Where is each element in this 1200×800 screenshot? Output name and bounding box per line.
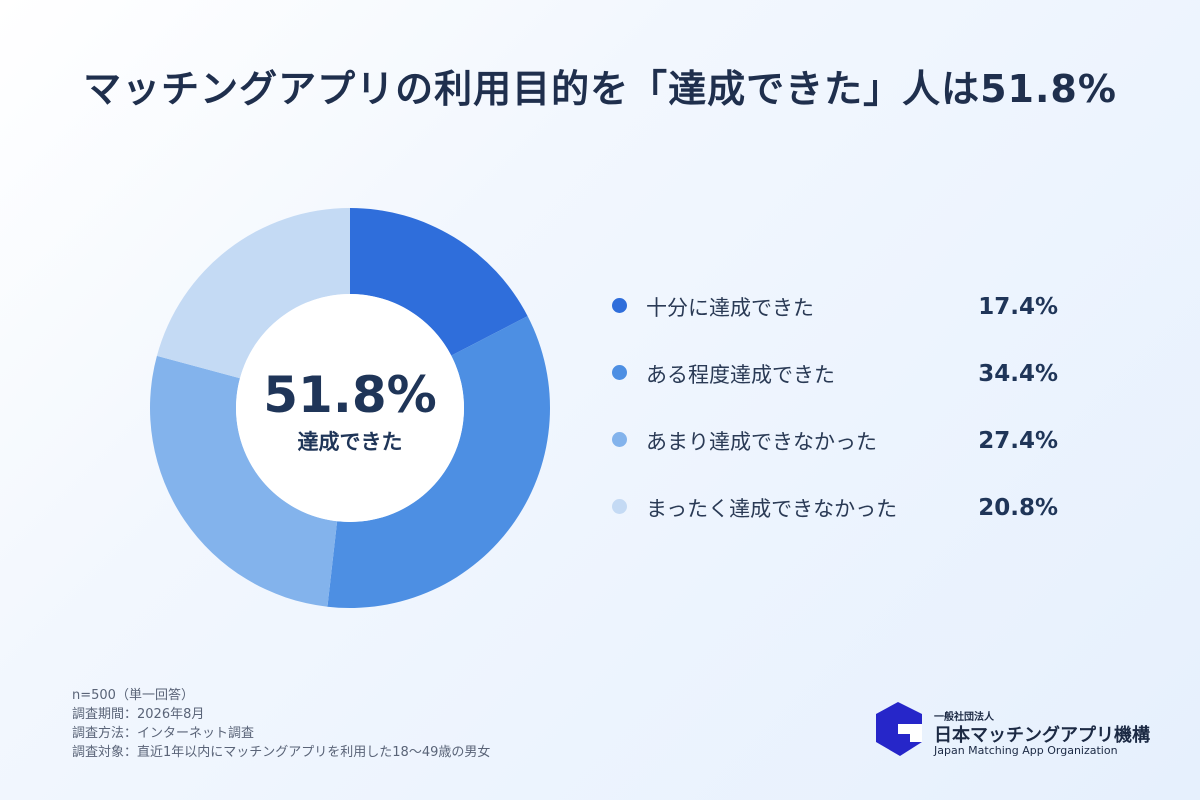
legend-value: 34.4% xyxy=(978,361,1058,387)
legend-dot xyxy=(612,365,627,380)
donut-slice xyxy=(156,208,350,379)
legend-dot xyxy=(612,499,627,514)
note-period: 調査期間：2026年8月 xyxy=(72,707,205,722)
note-sample-size: n=500（単一回答） xyxy=(72,688,194,703)
donut-hole xyxy=(236,294,464,522)
legend-label: 十分に達成できた xyxy=(646,296,814,320)
legend-item: ある程度達成できた 34.4% xyxy=(612,353,1062,420)
legend-value: 17.4% xyxy=(978,294,1058,320)
note-target: 調査対象：直近1年以内にマッチングアプリを利用した18〜49歳の男女 xyxy=(72,745,491,760)
donut-slice xyxy=(327,316,550,608)
chart-title: マッチングアプリの利用目的を「達成できた」人は51.8% xyxy=(83,67,1117,111)
legend-item: あまり達成できなかった 27.4% xyxy=(612,420,1062,487)
legend-value: 27.4% xyxy=(978,428,1058,454)
center-value: 51.8% xyxy=(263,366,437,424)
donut-slice xyxy=(150,355,338,607)
legend-item: まったく達成できなかった 20.8% xyxy=(612,487,1062,554)
logo-subtitle: 一般社団法人 xyxy=(934,712,994,723)
legend-dot xyxy=(612,298,627,313)
legend-label: ある程度達成できた xyxy=(646,363,835,387)
organization-logo: 一般社団法人 日本マッチングアプリ機構 Japan Matching App O… xyxy=(876,702,1176,762)
logo-english-name: Japan Matching App Organization xyxy=(934,744,1118,757)
center-label: 達成できた xyxy=(297,430,403,454)
legend-label: あまり達成できなかった xyxy=(646,430,877,454)
logo-mark-cutout xyxy=(898,724,922,742)
note-method: 調査方法：インターネット調査 xyxy=(72,726,255,741)
donut-slice xyxy=(350,208,528,356)
logo-name: 日本マッチングアプリ機構 xyxy=(934,725,1150,746)
legend-value: 20.8% xyxy=(978,495,1058,521)
survey-notes: n=500（単一回答） 調査期間：2026年8月 調査方法：インターネット調査 … xyxy=(72,686,490,762)
legend-label: まったく達成できなかった xyxy=(646,497,898,521)
legend-dot xyxy=(612,432,627,447)
donut-chart xyxy=(150,208,550,608)
legend-item: 十分に達成できた 17.4% xyxy=(612,286,1062,353)
organization-logo-icon xyxy=(876,702,922,756)
legend: 十分に達成できた 17.4% ある程度達成できた 34.4% あまり達成できなか… xyxy=(612,286,1062,554)
